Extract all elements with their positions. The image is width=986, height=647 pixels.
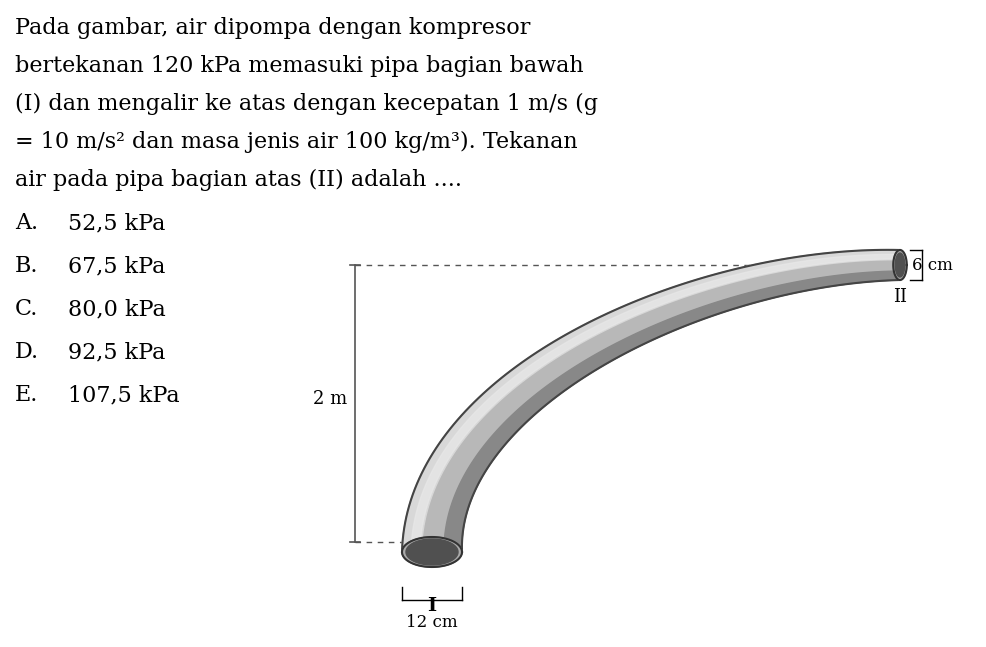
Text: 52,5 kPa: 52,5 kPa bbox=[68, 212, 166, 234]
Text: B.: B. bbox=[15, 255, 38, 277]
Polygon shape bbox=[410, 254, 899, 552]
Text: bertekanan 120 kPa memasuki pipa bagian bawah: bertekanan 120 kPa memasuki pipa bagian … bbox=[15, 55, 583, 77]
Text: 80,0 kPa: 80,0 kPa bbox=[68, 298, 166, 320]
Text: Pada gambar, air dipompa dengan kompresor: Pada gambar, air dipompa dengan kompreso… bbox=[15, 17, 529, 39]
Text: 6 cm: 6 cm bbox=[911, 256, 951, 274]
Polygon shape bbox=[401, 537, 461, 567]
Polygon shape bbox=[892, 250, 906, 280]
Text: 67,5 kPa: 67,5 kPa bbox=[68, 255, 166, 277]
Text: E.: E. bbox=[15, 384, 38, 406]
Text: D.: D. bbox=[15, 341, 39, 363]
Text: 2 m: 2 m bbox=[313, 389, 347, 408]
Text: = 10 m/s² dan masa jenis air 100 kg/m³). Tekanan: = 10 m/s² dan masa jenis air 100 kg/m³).… bbox=[15, 131, 577, 153]
Polygon shape bbox=[401, 537, 461, 567]
Polygon shape bbox=[401, 250, 899, 552]
Text: A.: A. bbox=[15, 212, 38, 234]
Polygon shape bbox=[405, 539, 458, 565]
Text: I: I bbox=[427, 597, 436, 615]
Text: 107,5 kPa: 107,5 kPa bbox=[68, 384, 179, 406]
Text: C.: C. bbox=[15, 298, 38, 320]
Text: (I) dan mengalir ke atas dengan kecepatan 1 m/s (g: (I) dan mengalir ke atas dengan kecepata… bbox=[15, 93, 598, 115]
Polygon shape bbox=[894, 253, 904, 277]
Text: 92,5 kPa: 92,5 kPa bbox=[68, 341, 166, 363]
Text: 12 cm: 12 cm bbox=[406, 614, 458, 631]
Text: air pada pipa bagian atas (II) adalah ....: air pada pipa bagian atas (II) adalah ..… bbox=[15, 169, 461, 191]
Polygon shape bbox=[444, 271, 899, 552]
Polygon shape bbox=[401, 250, 899, 552]
Text: II: II bbox=[892, 288, 906, 306]
